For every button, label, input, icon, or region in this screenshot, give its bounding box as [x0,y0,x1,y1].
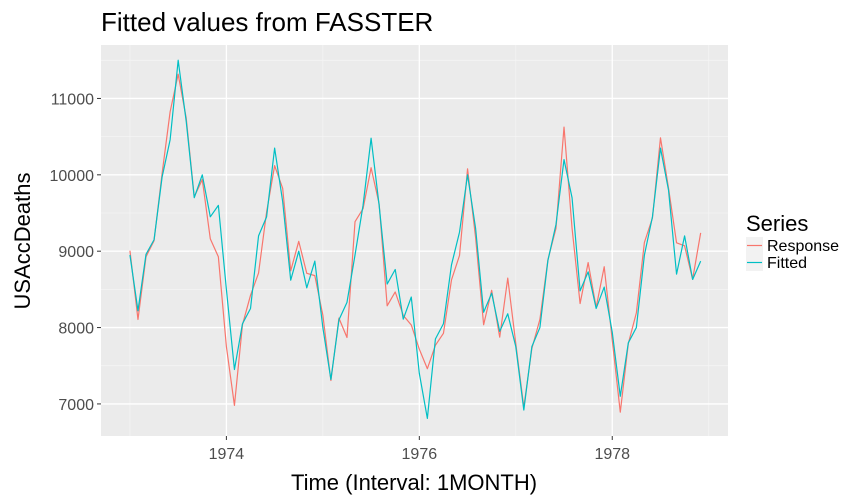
legend-item-response: Response [746,237,839,255]
y-tick-label-2: 9000 [58,244,94,261]
plot-panel [101,45,728,436]
y-tick-label-4: 11000 [51,91,94,108]
y-tick-label-1: 8000 [58,321,94,338]
x-tick-label-0: 1974 [209,446,245,463]
legend: Series Response Fitted [746,211,839,272]
legend-item-fitted: Fitted [746,254,807,272]
legend-label-response: Response [767,238,839,255]
x-tick-label-2: 1978 [594,446,630,463]
series-lines [129,59,702,420]
x-tick-label-1: 1976 [402,446,438,463]
x-axis-ticks: 1974 1976 1978 [209,436,630,463]
legend-label-fitted: Fitted [767,255,807,272]
y-axis-ticks: 7000 8000 9000 10000 11000 [50,91,101,414]
y-tick-label-0: 7000 [58,397,94,414]
grid-minor [101,45,728,436]
y-axis-title: USAccDeaths [10,173,35,310]
x-axis-title: Time (Interval: 1MONTH) [291,470,537,495]
y-tick-label-3: 10000 [50,168,95,185]
chart-title: Fitted values from FASSTER [101,7,433,37]
series-line-fitted [129,59,702,420]
legend-title: Series [746,211,808,236]
grid-major [101,45,728,436]
